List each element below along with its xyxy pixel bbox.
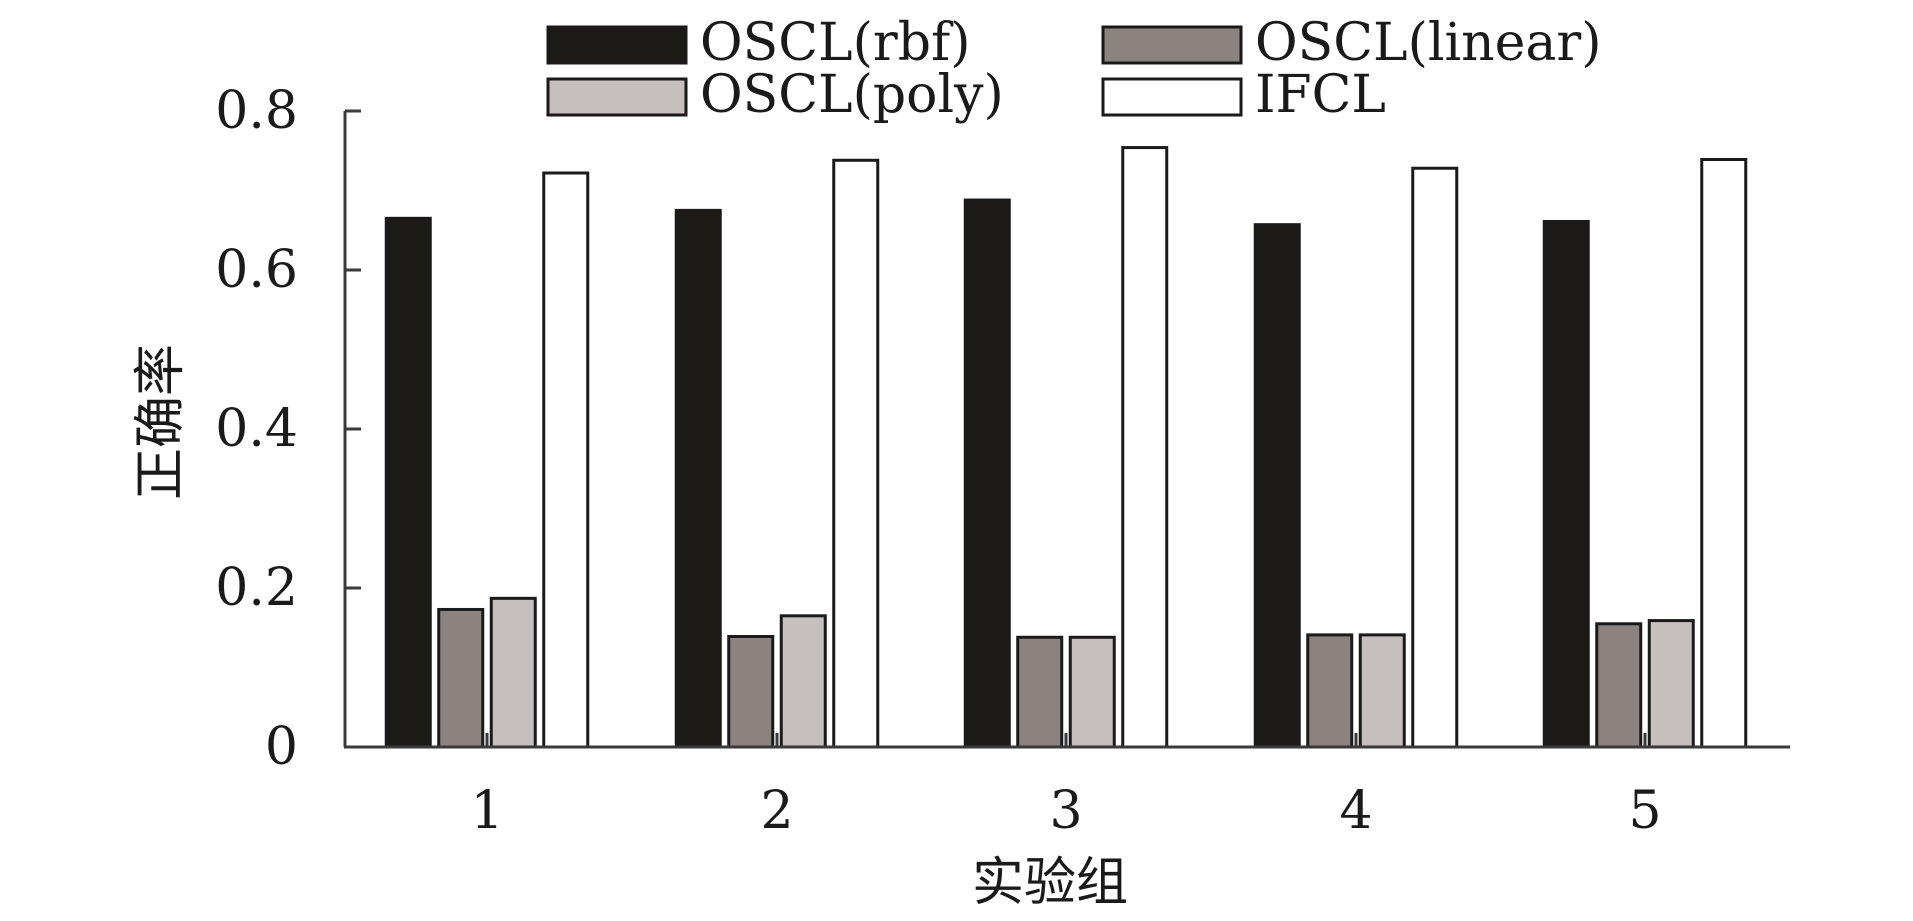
bar-oscl-rbf-group-5 — [1542, 220, 1590, 749]
x-tick-label: 5 — [1628, 781, 1661, 841]
legend-swatch — [546, 25, 688, 65]
legend-label: OSCL(linear) — [1255, 13, 1602, 73]
bar-oscl-poly-group-4 — [1358, 633, 1406, 749]
bar-ifcl-group-1 — [542, 171, 590, 749]
y-axis-title: 正确率 — [131, 344, 191, 500]
y-tick-label: 0.8 — [215, 81, 298, 141]
x-tick-label: 2 — [760, 781, 793, 841]
bar-ifcl-group-3 — [1121, 146, 1169, 749]
y-tick-label: 0.4 — [215, 399, 298, 459]
legend-swatch — [1101, 25, 1243, 65]
bar-oscl-poly-group-3 — [1068, 635, 1116, 749]
bars-area — [384, 146, 1748, 749]
x-axis-title: 实验组 — [972, 853, 1128, 913]
bar-oscl-linear-group-4 — [1306, 633, 1354, 749]
bar-oscl-poly-group-2 — [779, 614, 827, 749]
y-tick-label: 0 — [265, 717, 298, 777]
y-tick-label: 0.2 — [215, 558, 298, 618]
x-tick-label: 1 — [470, 781, 503, 841]
bar-oscl-linear-group-3 — [1016, 635, 1064, 749]
bar-oscl-poly-group-5 — [1647, 619, 1695, 749]
legend: OSCL(rbf) OSCL(linear) OSCL(poly) IFCL — [546, 13, 1602, 125]
bar-oscl-linear-group-1 — [437, 607, 485, 749]
legend-swatch — [546, 77, 688, 117]
legend-label: OSCL(poly) — [700, 65, 1004, 125]
legend-label: OSCL(rbf) — [700, 13, 971, 73]
bar-oscl-linear-group-2 — [727, 634, 775, 749]
x-tick-label: 4 — [1339, 781, 1372, 841]
bar-oscl-linear-group-5 — [1595, 622, 1643, 749]
legend-label: IFCL — [1255, 65, 1386, 125]
bar-oscl-poly-group-1 — [489, 596, 537, 749]
x-ticks: 1 2 3 4 5 — [470, 733, 1662, 841]
bar-ifcl-group-5 — [1700, 157, 1748, 749]
bar-oscl-rbf-group-2 — [674, 208, 722, 749]
bar-ifcl-group-2 — [832, 158, 880, 749]
bar-ifcl-group-4 — [1411, 166, 1459, 749]
y-tick-label: 0.6 — [215, 240, 298, 300]
legend-swatch — [1101, 77, 1243, 117]
bar-oscl-rbf-group-3 — [963, 198, 1011, 749]
bar-oscl-rbf-group-1 — [384, 216, 432, 749]
bar-oscl-rbf-group-4 — [1253, 223, 1301, 749]
x-tick-label: 3 — [1049, 781, 1082, 841]
y-ticks: 0 0.2 0.4 0.6 0.8 — [215, 81, 361, 777]
